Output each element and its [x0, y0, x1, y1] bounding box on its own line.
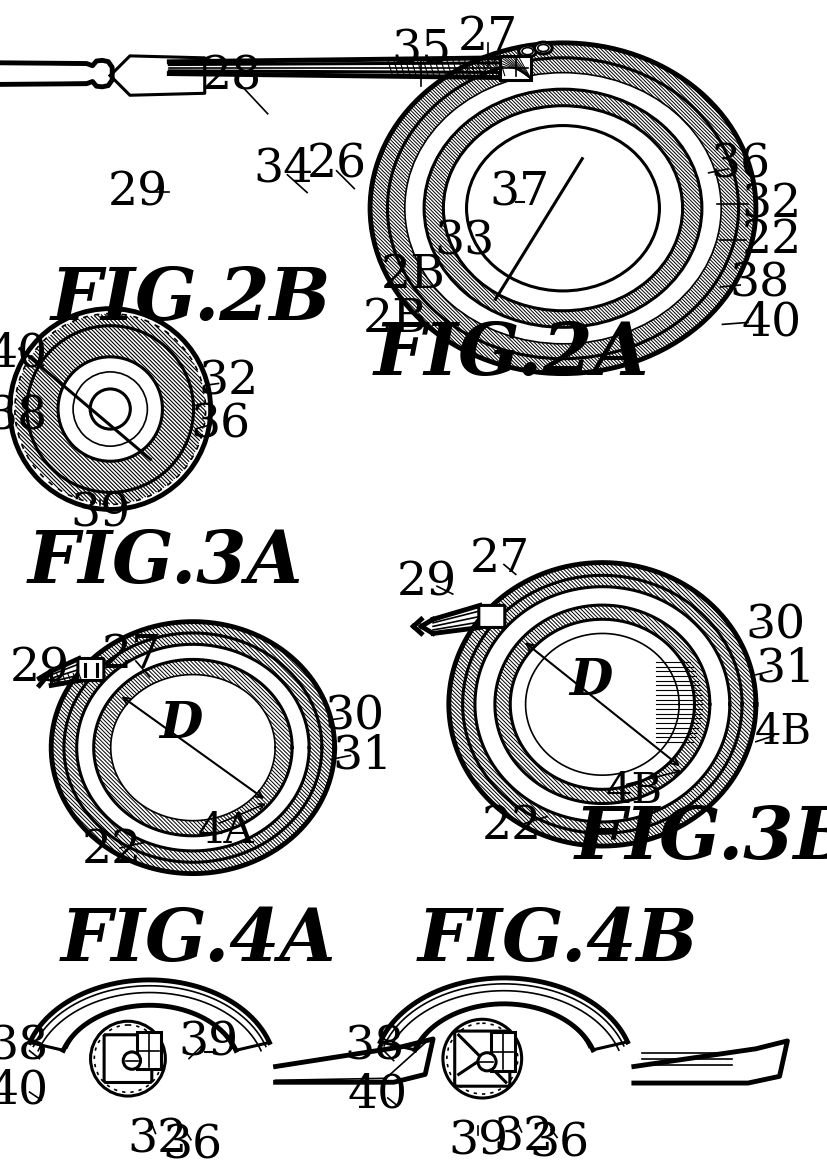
Text: 38: 38 — [0, 1024, 49, 1069]
Text: 36: 36 — [190, 403, 251, 448]
Text: 36: 36 — [710, 143, 769, 188]
Text: 27: 27 — [102, 633, 162, 678]
Text: 38: 38 — [0, 395, 48, 440]
Circle shape — [90, 389, 130, 430]
Text: 26: 26 — [306, 143, 366, 188]
Circle shape — [90, 1022, 165, 1096]
Text: FIG.2A: FIG.2A — [374, 319, 649, 390]
Text: D: D — [568, 656, 611, 706]
Text: 31: 31 — [754, 647, 815, 692]
Text: FIG.3B: FIG.3B — [574, 802, 827, 874]
Text: 40: 40 — [0, 332, 48, 377]
FancyBboxPatch shape — [78, 658, 103, 680]
Text: FIG.3A: FIG.3A — [27, 527, 303, 598]
Text: 27: 27 — [470, 536, 529, 582]
Text: 40: 40 — [0, 1067, 49, 1112]
Text: 32: 32 — [493, 1115, 553, 1160]
Ellipse shape — [518, 45, 536, 57]
Text: 32: 32 — [198, 359, 258, 404]
Text: FIG.4A: FIG.4A — [61, 906, 336, 976]
Text: 38: 38 — [729, 261, 789, 307]
Text: 40: 40 — [347, 1072, 408, 1117]
Text: 22: 22 — [82, 828, 142, 873]
Text: 28: 28 — [202, 55, 262, 100]
Text: 39: 39 — [447, 1119, 508, 1161]
Circle shape — [58, 358, 162, 461]
Text: 29: 29 — [397, 560, 457, 605]
Text: FIG.4B: FIG.4B — [417, 906, 697, 976]
Bar — [500, 56, 531, 80]
Bar — [137, 1032, 160, 1069]
Text: 4B: 4B — [605, 770, 662, 812]
Text: 30: 30 — [324, 693, 384, 738]
Text: 22: 22 — [481, 803, 542, 849]
Text: 37: 37 — [489, 171, 549, 216]
FancyBboxPatch shape — [104, 1034, 151, 1082]
Text: 35: 35 — [390, 29, 451, 74]
Text: 34: 34 — [253, 146, 313, 192]
Text: 22: 22 — [741, 217, 801, 262]
Text: FIG.2B: FIG.2B — [51, 264, 332, 334]
FancyBboxPatch shape — [454, 1031, 509, 1087]
Text: 39: 39 — [179, 1021, 238, 1066]
Bar — [490, 1032, 514, 1070]
Text: 29: 29 — [108, 171, 168, 216]
Ellipse shape — [534, 43, 552, 55]
Text: D: D — [160, 700, 203, 749]
Text: 36: 36 — [163, 1123, 222, 1161]
Circle shape — [477, 1053, 495, 1070]
Circle shape — [123, 1052, 141, 1069]
Text: 36: 36 — [528, 1120, 589, 1161]
Text: 4B: 4B — [754, 711, 811, 753]
Text: 32: 32 — [741, 182, 801, 228]
Text: 33: 33 — [434, 219, 494, 265]
Text: 30: 30 — [744, 603, 805, 648]
Text: 31: 31 — [332, 733, 392, 778]
Text: 38: 38 — [343, 1024, 404, 1069]
Text: 2B: 2B — [363, 296, 428, 341]
Text: 2B: 2B — [380, 253, 445, 298]
Text: 32: 32 — [127, 1117, 188, 1161]
Text: 27: 27 — [457, 15, 518, 60]
Text: 39: 39 — [70, 491, 131, 536]
FancyBboxPatch shape — [478, 606, 504, 628]
Text: 40: 40 — [741, 300, 801, 345]
Text: 29: 29 — [9, 647, 69, 692]
Circle shape — [442, 1019, 521, 1098]
Text: 4A: 4A — [198, 809, 255, 851]
